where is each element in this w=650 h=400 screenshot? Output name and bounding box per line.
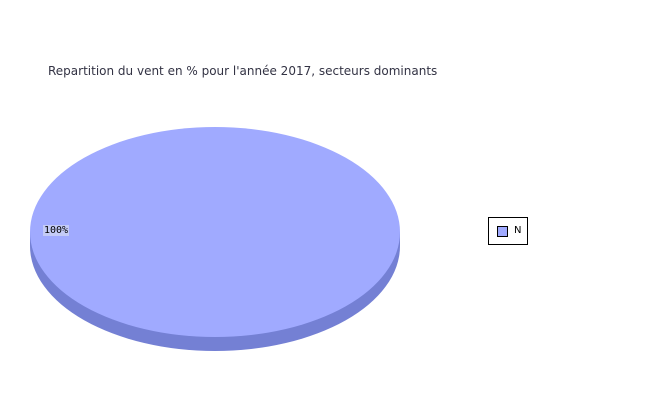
legend-swatch-N bbox=[497, 226, 508, 237]
pie-slice-N bbox=[30, 127, 400, 337]
legend: N bbox=[488, 217, 528, 245]
slice-data-label: 100% bbox=[43, 225, 70, 236]
legend-label-N: N bbox=[514, 225, 522, 236]
chart-title: Repartition du vent en % pour l'année 20… bbox=[48, 64, 438, 78]
